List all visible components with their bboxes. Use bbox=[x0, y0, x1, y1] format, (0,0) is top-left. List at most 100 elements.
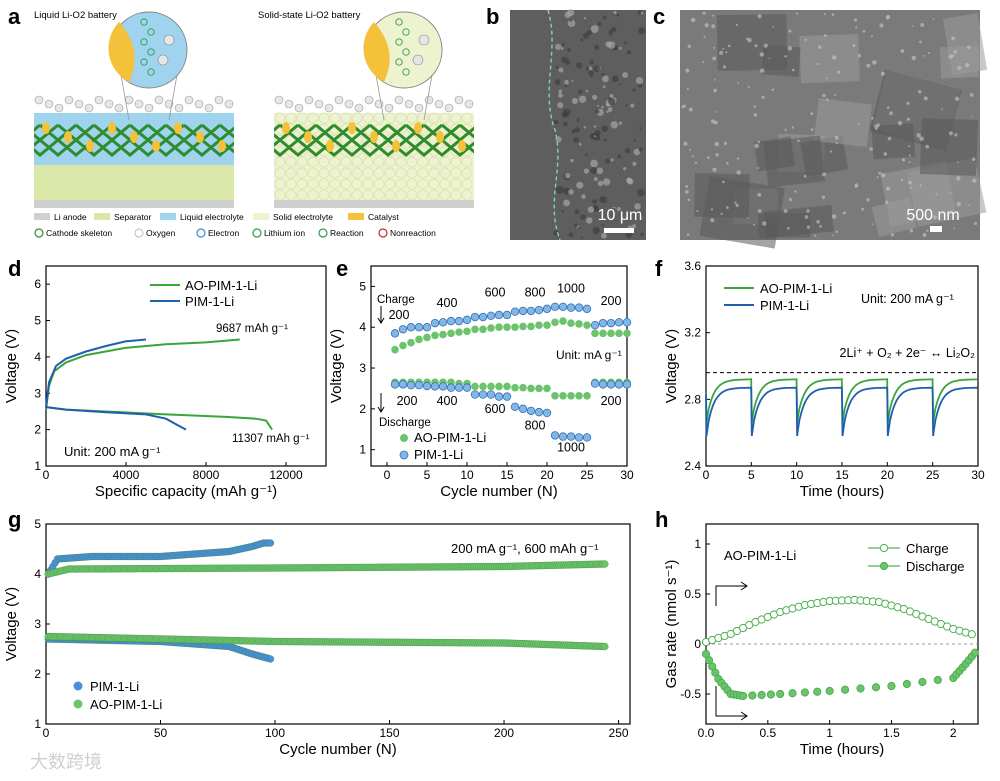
charge-point bbox=[599, 329, 607, 338]
y-axis-label: Voltage (V) bbox=[328, 329, 345, 403]
oxygen-molecule bbox=[134, 99, 144, 109]
catalyst-particle bbox=[108, 122, 116, 134]
x-tick-label: 0 bbox=[43, 726, 50, 740]
sem-b-grain bbox=[568, 189, 574, 195]
discharge-point bbox=[519, 383, 527, 392]
sem-c-grain bbox=[974, 221, 978, 226]
solid-electrolyte-particle bbox=[450, 112, 462, 124]
sem-c-grain bbox=[691, 155, 694, 158]
discharge-point bbox=[566, 432, 576, 441]
discharge-point bbox=[887, 681, 896, 691]
sem-b-grain bbox=[592, 94, 598, 100]
catalyst-particle bbox=[130, 131, 138, 143]
sem-c-grain bbox=[956, 176, 961, 181]
sem-c-grain bbox=[925, 144, 930, 149]
voltage-trace bbox=[705, 386, 978, 437]
separator-layer bbox=[34, 165, 234, 200]
solid-electrolyte-particle bbox=[285, 189, 297, 201]
sem-b-grain bbox=[590, 159, 598, 168]
legend-swatch bbox=[160, 213, 176, 220]
sem-c-grain bbox=[941, 108, 944, 111]
sem-c-grain bbox=[757, 209, 762, 213]
solid-electrolyte-particle bbox=[351, 167, 363, 179]
solid-electrolyte-particle bbox=[450, 156, 462, 168]
catalyst-particle bbox=[458, 140, 466, 152]
y-tick-label: 3 bbox=[359, 361, 366, 375]
legend-symbol bbox=[196, 228, 206, 238]
sem-b-grain bbox=[576, 62, 583, 69]
charge-point bbox=[438, 318, 448, 327]
discharge-point bbox=[542, 408, 552, 418]
sem-c-grain bbox=[683, 141, 688, 146]
sem-b-grain bbox=[608, 29, 614, 34]
solid-electrolyte-particle bbox=[296, 167, 308, 179]
y-tick-label: 3 bbox=[34, 386, 41, 400]
sem-c-grain bbox=[869, 147, 873, 151]
sem-c-grain bbox=[806, 225, 811, 229]
sem-c-grain bbox=[900, 178, 903, 182]
sem-b-grain bbox=[640, 11, 644, 15]
charge-point bbox=[454, 316, 464, 326]
solid-electrolyte-particle bbox=[340, 167, 352, 179]
sem-c-cube bbox=[869, 69, 962, 151]
sem-c-grain bbox=[866, 198, 870, 202]
solid-electrolyte-particle bbox=[395, 167, 407, 179]
solid-electrolyte-particle bbox=[318, 156, 330, 168]
sem-b-grain bbox=[558, 92, 563, 98]
sem-b-grain bbox=[557, 102, 564, 109]
discharge-point bbox=[478, 390, 488, 399]
sem-c-grain bbox=[951, 54, 955, 58]
solid-electrolyte-particle bbox=[340, 156, 352, 168]
liquid-battery-diagram bbox=[34, 11, 234, 208]
charge-point bbox=[486, 311, 496, 320]
charge-rate-label: 400 bbox=[437, 296, 458, 310]
solid-electrolyte-particle bbox=[362, 112, 374, 124]
legend-label: Liquid electrolyte bbox=[180, 212, 244, 222]
charge-point bbox=[575, 320, 583, 328]
sem-b-grain bbox=[574, 209, 580, 215]
x-tick-label: 20 bbox=[540, 468, 554, 482]
y-tick-label: 2.4 bbox=[684, 459, 701, 473]
catalyst-particle bbox=[304, 131, 312, 143]
sem-b-grain bbox=[563, 199, 570, 207]
legend-marker bbox=[73, 681, 83, 691]
solid-electrolyte-particle bbox=[384, 112, 396, 124]
solid-electrolyte-particle bbox=[318, 189, 330, 201]
solid-electrolyte-particle bbox=[373, 156, 385, 168]
sem-c-grain bbox=[711, 14, 714, 17]
sem-c-grain bbox=[816, 219, 820, 224]
sem-b-grain bbox=[588, 70, 594, 76]
discharge-point bbox=[766, 690, 776, 699]
sem-c-grain bbox=[919, 40, 922, 44]
solid-electrolyte-particle bbox=[428, 178, 440, 190]
sem-c-grain bbox=[784, 128, 787, 131]
sem-c-grain bbox=[969, 93, 974, 97]
sem-c-grain bbox=[834, 135, 839, 140]
x-tick-label: 15 bbox=[500, 468, 514, 482]
sem-c-grain bbox=[900, 49, 905, 53]
oxygen-molecule bbox=[434, 99, 444, 109]
sem-b-grain bbox=[602, 15, 607, 20]
solid-electrolyte-particle bbox=[373, 189, 385, 201]
sem-c-grain bbox=[690, 17, 696, 23]
sem-b-grain bbox=[618, 121, 623, 125]
sem-c-grain bbox=[818, 45, 822, 49]
sem-b-grain bbox=[565, 172, 571, 179]
scale-bar-c bbox=[930, 226, 942, 232]
discharge-point bbox=[503, 382, 511, 391]
sem-c-grain bbox=[747, 85, 750, 89]
charge-point bbox=[614, 318, 624, 327]
discharge-rate-label: 200 bbox=[397, 394, 418, 408]
solid-electrolyte-particle bbox=[461, 178, 473, 190]
charge-rate-label: 800 bbox=[525, 286, 546, 300]
oxygen-molecule bbox=[304, 95, 314, 105]
solid-electrolyte-particle bbox=[384, 134, 396, 146]
y-axis-label: Voltage (V) bbox=[3, 587, 20, 661]
sem-b-grain bbox=[561, 43, 565, 46]
sem-b-grain bbox=[622, 72, 629, 79]
interface-dashed-line bbox=[547, 9, 561, 241]
charge-point bbox=[470, 312, 480, 322]
solid-electrolyte-particle bbox=[362, 156, 374, 168]
plot-frame bbox=[705, 523, 979, 725]
